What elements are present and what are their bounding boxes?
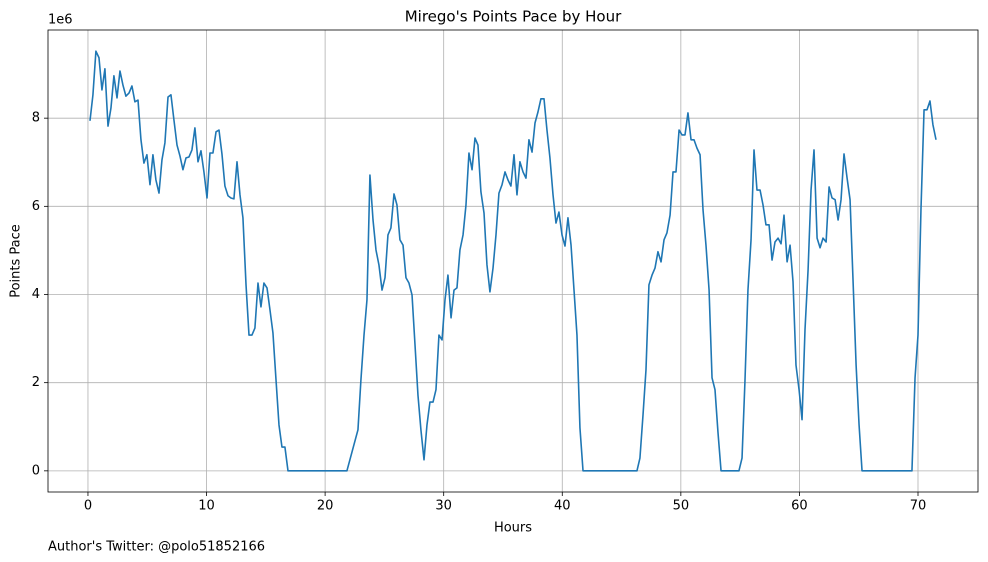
data-line [89,50,937,472]
x-tick-label: 0 [84,499,92,514]
x-tick-label: 30 [435,499,452,514]
x-tick-label: 70 [910,499,927,514]
axes-frame [47,29,979,493]
y-tick-label: 4 [32,287,40,302]
grid [48,30,978,492]
footer: Author's Twitter: @polo51852166 [48,540,265,555]
x-tick-label: 60 [791,499,808,514]
x-tick-label: 10 [198,499,215,514]
y-tick-label: 8 [32,111,40,126]
y-axis-label: Points Pace [9,224,24,298]
y-tick-label: 2 [32,375,40,390]
y-tick-label: 6 [32,199,40,214]
y-tick-label: 0 [32,463,40,478]
x-axis-label: Hours [494,521,532,536]
chart-title: Mirego's Points Pace by Hour [405,8,622,26]
plot-area [89,50,937,472]
x-tick-label: 40 [554,499,571,514]
y-offset-label: 1e6 [48,13,73,28]
x-tick-label: 20 [317,499,334,514]
x-tick-label: 50 [673,499,690,514]
